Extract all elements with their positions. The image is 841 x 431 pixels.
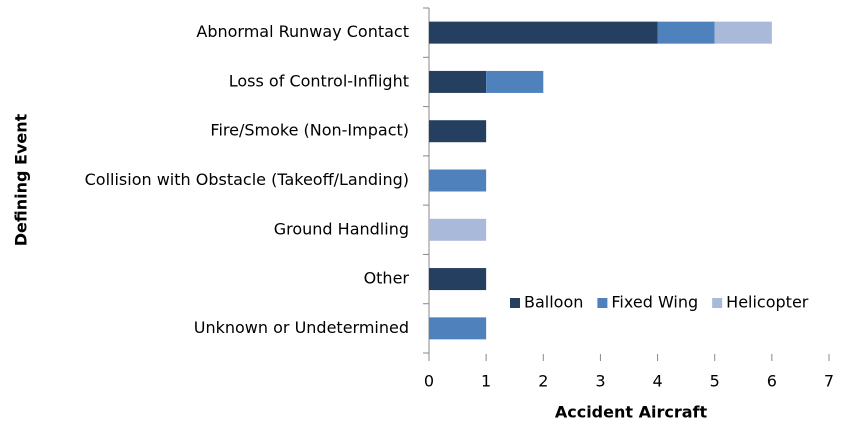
legend-label: Balloon — [524, 293, 583, 312]
y-axis-title: Defining Event — [12, 113, 31, 246]
bar-segment — [714, 21, 772, 44]
x-tick-label: 1 — [481, 372, 491, 391]
x-tick-label: 7 — [824, 372, 834, 391]
x-axis-title: Accident Aircraft — [555, 403, 708, 422]
x-tick-label: 5 — [710, 372, 720, 391]
y-tick-label: Other — [364, 269, 410, 288]
bar-segment — [429, 21, 658, 44]
bar-segment — [429, 169, 487, 192]
legend-swatch — [712, 298, 723, 308]
bar-segment — [429, 268, 487, 291]
x-tick-label: 4 — [652, 372, 662, 391]
bar-segment — [429, 317, 487, 340]
x-tick-label: 2 — [538, 372, 548, 391]
x-tick-label: 6 — [767, 372, 777, 391]
bar-segment — [657, 21, 715, 44]
y-tick-label: Unknown or Undetermined — [194, 318, 409, 337]
bar-segment — [429, 120, 487, 143]
y-tick-label: Loss of Control-Inflight — [229, 71, 409, 90]
y-tick-label: Ground Handling — [274, 219, 409, 238]
x-tick-label: 3 — [595, 372, 605, 391]
legend-swatch — [597, 298, 608, 308]
bar-segment — [486, 70, 544, 93]
y-tick-label: Fire/Smoke (Non-Impact) — [210, 121, 409, 140]
legend-label: Fixed Wing — [611, 293, 698, 312]
x-tick-label: 0 — [424, 372, 434, 391]
bar-segment — [429, 70, 487, 93]
y-tick-label: Abnormal Runway Contact — [196, 22, 409, 41]
y-tick-label: Collision with Obstacle (Takeoff/Landing… — [85, 170, 409, 189]
legend-label: Helicopter — [726, 293, 809, 312]
bar-segment — [429, 218, 487, 241]
legend-swatch — [510, 298, 520, 308]
